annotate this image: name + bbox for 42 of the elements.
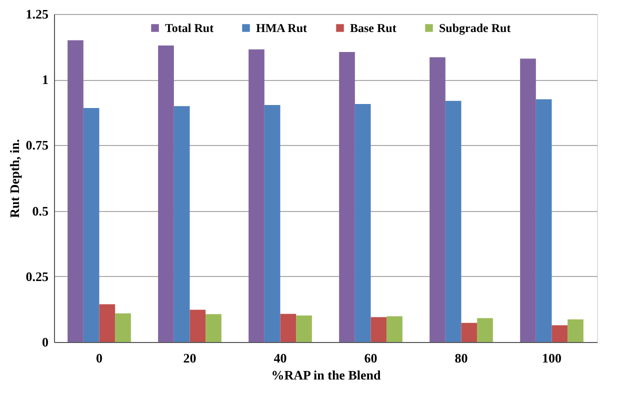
legend-label: Total Rut	[165, 21, 214, 35]
x-tick-label: 100	[542, 350, 562, 366]
bar	[386, 316, 402, 342]
bar	[264, 105, 280, 342]
x-axis-title: %RAP in the Blend	[271, 368, 382, 382]
x-tick-label: 60	[364, 350, 378, 366]
bar	[99, 304, 116, 342]
bar	[461, 322, 478, 342]
y-tick-label: 1	[42, 72, 48, 88]
bar	[158, 45, 174, 342]
bar	[248, 49, 264, 342]
bar	[280, 314, 296, 342]
bar	[370, 317, 387, 342]
bar	[296, 316, 312, 342]
legend-label: Base Rut	[350, 21, 396, 35]
y-tick-label: 0.25	[26, 268, 49, 284]
bar	[115, 313, 131, 342]
bar	[190, 310, 206, 342]
bar	[552, 325, 568, 342]
bar	[68, 40, 84, 342]
y-tick-label: 0.75	[26, 138, 49, 153]
bar	[206, 314, 222, 342]
bar	[354, 104, 371, 342]
x-tick-label: 20	[183, 350, 196, 366]
bar	[568, 319, 584, 342]
y-tick-label: 0	[42, 334, 48, 350]
x-tick-label: 80	[454, 350, 468, 366]
bar	[339, 52, 355, 342]
y-tick-label: 1.25	[26, 6, 49, 22]
y-tick-label: 0.5	[32, 203, 49, 218]
y-axis-title: Rut Depth, in.	[6, 139, 22, 218]
bar	[445, 100, 462, 342]
bar	[174, 106, 190, 342]
bar	[83, 108, 100, 342]
bar	[520, 58, 536, 342]
bar	[536, 99, 552, 342]
legend-label: Subgrade Rut	[439, 21, 511, 35]
legend-label: HMA Rut	[256, 21, 308, 35]
x-tick-label: 0	[96, 350, 102, 366]
bar	[430, 57, 446, 342]
x-tick-label: 40	[274, 350, 287, 366]
bar	[477, 318, 493, 342]
